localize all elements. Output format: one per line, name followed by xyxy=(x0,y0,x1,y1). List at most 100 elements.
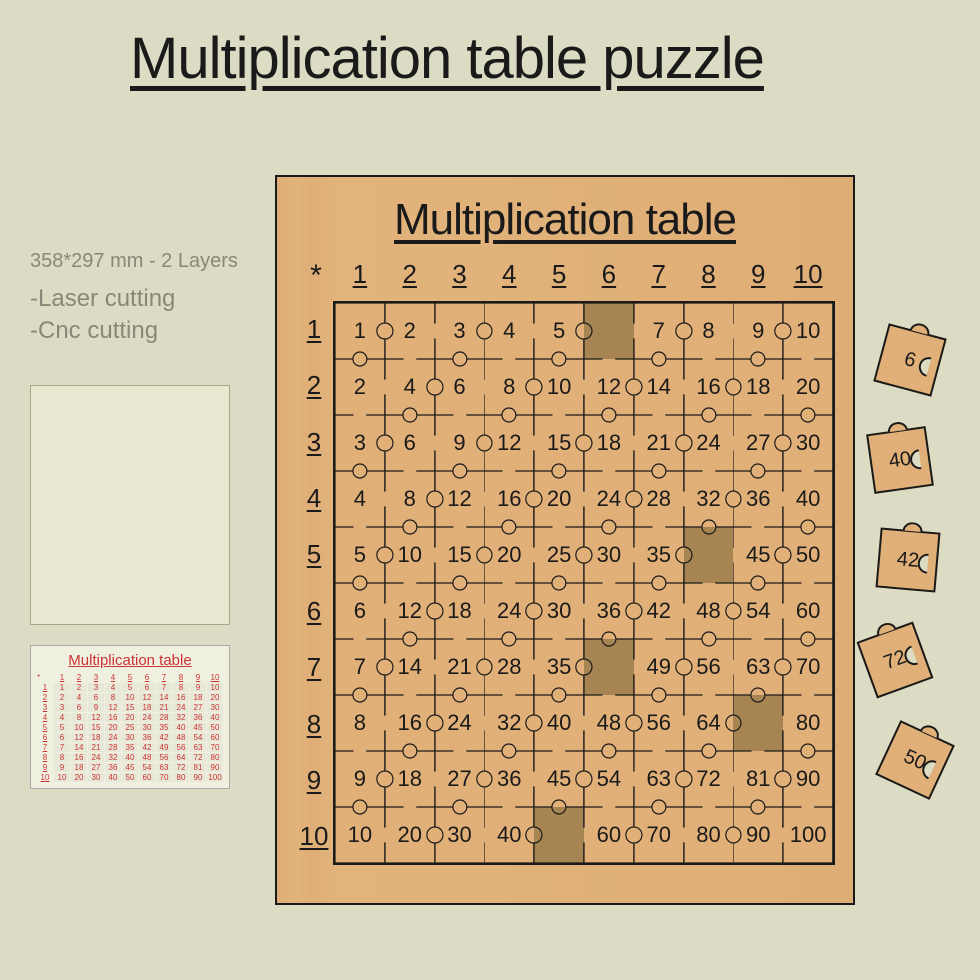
star-symbol: * xyxy=(297,259,335,293)
puzzle-cell: 28 xyxy=(484,639,534,695)
puzzle-cell: 14 xyxy=(385,639,435,695)
puzzle-cell: 7 xyxy=(634,303,684,359)
puzzle-cell: 27 xyxy=(435,751,485,807)
row-header: 1 xyxy=(295,301,333,357)
puzzle-cell: 54 xyxy=(733,583,783,639)
puzzle-cell: 30 xyxy=(534,583,584,639)
thumb-preview: Multiplication table *123456789101123456… xyxy=(30,645,230,789)
puzzle-cell: 63 xyxy=(634,751,684,807)
puzzle-cell: 25 xyxy=(534,527,584,583)
puzzle-cell: 12 xyxy=(435,471,485,527)
puzzle-cell: 45 xyxy=(534,751,584,807)
puzzle-cell: 10 xyxy=(534,359,584,415)
puzzle-cell: 42 xyxy=(634,583,684,639)
puzzle-cell: 8 xyxy=(484,359,534,415)
thumb-grid: *123456789101123456789102246810121416182… xyxy=(37,673,223,782)
loose-piece[interactable]: 72 xyxy=(857,622,934,699)
col-header: 3 xyxy=(435,259,485,293)
puzzle-cell[interactable]: 72 xyxy=(733,695,783,751)
puzzle-cell: 36 xyxy=(733,471,783,527)
puzzle-cell: 49 xyxy=(634,639,684,695)
loose-piece[interactable]: 40 xyxy=(866,426,934,494)
puzzle-cell: 21 xyxy=(634,415,684,471)
puzzle-cell[interactable]: 50 xyxy=(534,807,584,863)
row-headers: 1 2 3 4 5 6 7 8 9 10 xyxy=(295,301,333,865)
puzzle-cell: 24 xyxy=(435,695,485,751)
puzzle-cell: 6 xyxy=(335,583,385,639)
puzzle-cell: 48 xyxy=(684,583,734,639)
row-header: 10 xyxy=(295,809,333,865)
puzzle-cell: 5 xyxy=(335,527,385,583)
col-header: 6 xyxy=(584,259,634,293)
puzzle-cell: 90 xyxy=(733,807,783,863)
puzzle-cell: 5 xyxy=(534,303,584,359)
puzzle-cell: 10 xyxy=(335,807,385,863)
puzzle-cell: 24 xyxy=(484,583,534,639)
puzzle-cell: 7 xyxy=(335,639,385,695)
puzzle-cell: 40 xyxy=(783,471,833,527)
puzzle-cell: 90 xyxy=(783,751,833,807)
puzzle-cell: 32 xyxy=(684,471,734,527)
puzzle-cell: 30 xyxy=(783,415,833,471)
puzzle-cell: 56 xyxy=(634,695,684,751)
puzzle-cell: 12 xyxy=(385,583,435,639)
row-header: 7 xyxy=(295,639,333,695)
loose-piece[interactable]: 6 xyxy=(873,323,946,396)
col-header: 2 xyxy=(385,259,435,293)
loose-piece[interactable]: 50 xyxy=(875,720,955,800)
puzzle-cell: 32 xyxy=(484,695,534,751)
loose-piece[interactable]: 42 xyxy=(875,527,940,592)
puzzle-cell: 6 xyxy=(385,415,435,471)
puzzle-cell: 60 xyxy=(783,583,833,639)
puzzle-cell: 8 xyxy=(385,471,435,527)
puzzle-cell: 72 xyxy=(684,751,734,807)
puzzle-cell: 3 xyxy=(335,415,385,471)
puzzle-cell: 30 xyxy=(584,527,634,583)
row-header: 6 xyxy=(295,583,333,639)
puzzle-cell: 14 xyxy=(634,359,684,415)
puzzle-cell: 18 xyxy=(584,415,634,471)
puzzle-cell: 30 xyxy=(435,807,485,863)
row-header: 5 xyxy=(295,527,333,583)
puzzle-cell: 36 xyxy=(484,751,534,807)
puzzle-cell: 81 xyxy=(733,751,783,807)
puzzle-cell: 9 xyxy=(435,415,485,471)
puzzle-cell: 63 xyxy=(733,639,783,695)
puzzle-cell[interactable]: 42 xyxy=(584,639,634,695)
puzzle-cell: 12 xyxy=(484,415,534,471)
loose-pieces: 6 40 42 72 50 xyxy=(870,330,970,830)
puzzle-cell: 18 xyxy=(733,359,783,415)
dimensions-label: 358*297 mm - 2 Layers xyxy=(30,250,260,273)
puzzle-cell: 24 xyxy=(584,471,634,527)
puzzle-cell: 8 xyxy=(335,695,385,751)
puzzle-cell: 18 xyxy=(435,583,485,639)
puzzle-cell: 36 xyxy=(584,583,634,639)
puzzle-cell: 21 xyxy=(435,639,485,695)
puzzle-cell: 15 xyxy=(534,415,584,471)
puzzle-cell: 2 xyxy=(385,303,435,359)
puzzle-cell: 1 xyxy=(335,303,385,359)
feature-laser: -Laser cutting xyxy=(30,285,260,313)
puzzle-cell: 9 xyxy=(335,751,385,807)
puzzle-cell: 20 xyxy=(484,527,534,583)
puzzle-cell: 16 xyxy=(684,359,734,415)
col-header: 5 xyxy=(534,259,584,293)
row-header: 2 xyxy=(295,357,333,413)
sidebar: 358*297 mm - 2 Layers -Laser cutting -Cn… xyxy=(30,250,260,789)
col-header: 4 xyxy=(484,259,534,293)
puzzle-cell: 12 xyxy=(584,359,634,415)
puzzle-cell: 28 xyxy=(634,471,684,527)
puzzle-cell[interactable]: 40 xyxy=(684,527,734,583)
puzzle-cell: 40 xyxy=(484,807,534,863)
puzzle-cell: 56 xyxy=(684,639,734,695)
row-header: 8 xyxy=(295,696,333,752)
puzzle-cell: 10 xyxy=(783,303,833,359)
puzzle-cell: 80 xyxy=(783,695,833,751)
row-header: 9 xyxy=(295,752,333,808)
column-headers: * 1 2 3 4 5 6 7 8 9 10 xyxy=(295,259,835,293)
puzzle-cell: 4 xyxy=(335,471,385,527)
puzzle-cell[interactable]: 6 xyxy=(584,303,634,359)
puzzle-cell: 64 xyxy=(684,695,734,751)
col-header: 7 xyxy=(634,259,684,293)
puzzle-cell: 16 xyxy=(484,471,534,527)
